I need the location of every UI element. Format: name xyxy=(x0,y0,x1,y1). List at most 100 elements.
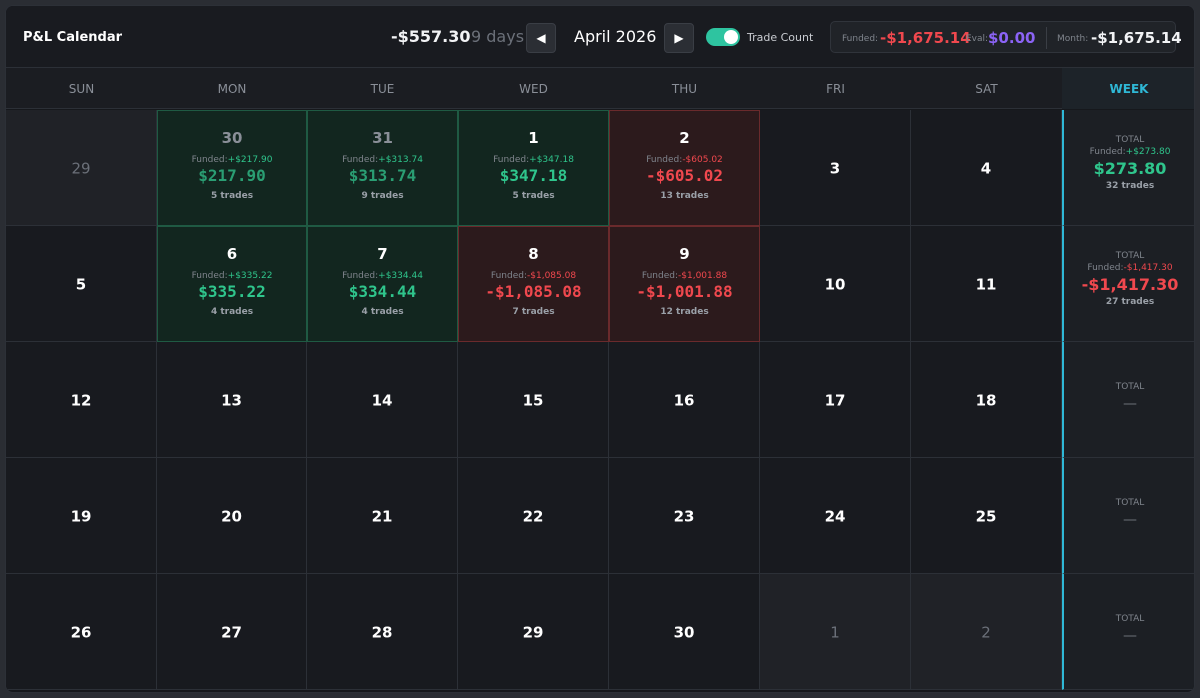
day-trade-count: 4 trades xyxy=(361,307,404,317)
day-content: 1 xyxy=(760,622,910,641)
day-cell[interactable]: 3 xyxy=(760,110,911,226)
day-cell[interactable]: 23 xyxy=(609,458,760,574)
day-content: 23 xyxy=(609,506,759,525)
day-cell[interactable]: 16 xyxy=(609,342,760,458)
day-cell[interactable]: 24 xyxy=(760,458,911,574)
day-cell[interactable]: 29 xyxy=(6,110,157,226)
day-number: 13 xyxy=(221,391,242,409)
week-summary-content: TOTAL — xyxy=(1064,382,1194,412)
day-content: 12 xyxy=(6,390,156,409)
week-funded-value: +$273.80 xyxy=(1125,147,1171,157)
weekday-sun: SUN xyxy=(68,81,95,96)
day-pnl-value: -$1,085.08 xyxy=(485,282,582,301)
day-pnl-content: 8 Funded:-$1,085.08 -$1,085.08 7 trades xyxy=(459,245,608,317)
day-funded-value: -$1,085.08 xyxy=(527,271,577,281)
week-trade-count: 27 trades xyxy=(1105,297,1155,307)
day-cell[interactable]: 4 xyxy=(911,110,1062,226)
day-content: 22 xyxy=(458,506,608,525)
day-number: 14 xyxy=(371,391,393,409)
day-cell[interactable]: 19 xyxy=(6,458,157,574)
day-pnl-content: 2 Funded:-$605.02 -$605.02 13 trades xyxy=(610,129,759,201)
trade-count-toggle[interactable] xyxy=(706,28,740,46)
day-cell[interactable]: 1 xyxy=(760,574,911,690)
month-summary-label: Month: xyxy=(1057,34,1089,44)
month-total-pnl: -$557.30 xyxy=(391,27,471,46)
day-content: 11 xyxy=(911,274,1061,293)
day-funded-label: Funded: xyxy=(646,155,683,165)
day-cell[interactable]: 7 Funded:+$334.44 $334.44 4 trades xyxy=(307,226,458,342)
day-cell[interactable]: 30 Funded:+$217.90 $217.90 5 trades xyxy=(157,110,307,226)
day-cell[interactable]: 28 xyxy=(307,574,458,690)
pnl-calendar-panel: P&L Calendar -$557.30 9 days ◀ April 202… xyxy=(5,5,1195,693)
day-pnl-content: 7 Funded:+$334.44 $334.44 4 trades xyxy=(308,245,457,317)
chevron-right-icon: ▶ xyxy=(674,31,684,45)
day-pnl-value: $313.74 xyxy=(348,166,417,185)
day-number: 10 xyxy=(824,275,846,293)
day-number: 23 xyxy=(673,507,695,525)
day-cell[interactable]: 27 xyxy=(157,574,307,690)
next-month-button[interactable]: ▶ xyxy=(664,23,694,53)
week-trade-count: 32 trades xyxy=(1105,181,1155,191)
day-number: 6 xyxy=(226,245,238,263)
day-cell[interactable]: 13 xyxy=(157,342,307,458)
day-trade-count: 7 trades xyxy=(512,307,555,317)
chevron-left-icon: ◀ xyxy=(536,31,546,45)
day-cell[interactable]: 21 xyxy=(307,458,458,574)
week-funded-value: -$1,417.30 xyxy=(1123,263,1173,273)
day-content: 5 xyxy=(6,274,156,293)
day-funded-value: +$334.44 xyxy=(378,271,423,281)
day-funded-label: Funded: xyxy=(342,271,379,281)
account-summary: Funded: -$1,675.14 Eval: $0.00 Month: -$… xyxy=(830,21,1182,53)
day-number: 17 xyxy=(824,391,846,409)
day-content: 26 xyxy=(6,622,156,641)
day-cell[interactable]: 8 Funded:-$1,085.08 -$1,085.08 7 trades xyxy=(458,226,609,342)
day-cell[interactable]: 25 xyxy=(911,458,1062,574)
day-pnl-value: $335.22 xyxy=(198,282,266,301)
day-cell[interactable]: 11 xyxy=(911,226,1062,342)
day-funded-line: Funded:-$1,001.88 xyxy=(610,271,759,281)
day-cell[interactable]: 9 Funded:-$1,001.88 -$1,001.88 12 trades xyxy=(609,226,760,342)
day-cell[interactable]: 15 xyxy=(458,342,609,458)
summary-divider xyxy=(1046,27,1047,49)
day-cell[interactable]: 26 xyxy=(6,574,157,690)
day-funded-line: Funded:-$605.02 xyxy=(610,155,759,165)
day-trade-count: 5 trades xyxy=(512,191,555,201)
week-total-label: TOTAL xyxy=(1115,135,1145,145)
day-number: 2 xyxy=(981,623,991,641)
day-number: 9 xyxy=(679,245,690,263)
day-cell[interactable]: 17 xyxy=(760,342,911,458)
day-content: 15 xyxy=(458,390,608,409)
day-content: 17 xyxy=(760,390,910,409)
day-cell[interactable]: 5 xyxy=(6,226,157,342)
day-funded-line: Funded:+$334.44 xyxy=(308,271,457,281)
week-funded-line: Funded:-$1,417.30 xyxy=(1064,263,1194,273)
day-cell[interactable]: 6 Funded:+$335.22 $335.22 4 trades xyxy=(157,226,307,342)
day-cell[interactable]: 1 Funded:+$347.18 $347.18 5 trades xyxy=(458,110,609,226)
day-number: 18 xyxy=(975,391,997,409)
day-number: 30 xyxy=(221,129,243,147)
day-cell[interactable]: 12 xyxy=(6,342,157,458)
previous-month-button[interactable]: ◀ xyxy=(526,23,556,53)
week-summary-cell: TOTAL — xyxy=(1062,458,1194,574)
day-number: 4 xyxy=(980,159,992,177)
day-content: 18 xyxy=(911,390,1061,409)
day-cell[interactable]: 14 xyxy=(307,342,458,458)
day-cell[interactable]: 2 Funded:-$605.02 -$605.02 13 trades xyxy=(609,110,760,226)
day-cell[interactable]: 31 Funded:+$313.74 $313.74 9 trades xyxy=(307,110,458,226)
day-cell[interactable]: 29 xyxy=(458,574,609,690)
day-pnl-content: 9 Funded:-$1,001.88 -$1,001.88 12 trades xyxy=(610,245,759,317)
funded-summary-value: -$1,675.14 xyxy=(880,29,971,47)
day-content: 24 xyxy=(760,506,910,525)
funded-summary-label: Funded: xyxy=(842,34,879,44)
day-number: 12 xyxy=(70,391,92,409)
day-content: 4 xyxy=(911,158,1061,177)
day-cell[interactable]: 10 xyxy=(760,226,911,342)
day-funded-value: -$605.02 xyxy=(682,155,723,165)
day-cell[interactable]: 30 xyxy=(609,574,760,690)
weekday-header-row: SUN MON TUE WED THU FRI SAT WEEK xyxy=(6,68,1194,109)
day-cell[interactable]: 20 xyxy=(157,458,307,574)
day-content: 29 xyxy=(6,158,156,177)
day-cell[interactable]: 22 xyxy=(458,458,609,574)
day-cell[interactable]: 18 xyxy=(911,342,1062,458)
day-cell[interactable]: 2 xyxy=(911,574,1062,690)
